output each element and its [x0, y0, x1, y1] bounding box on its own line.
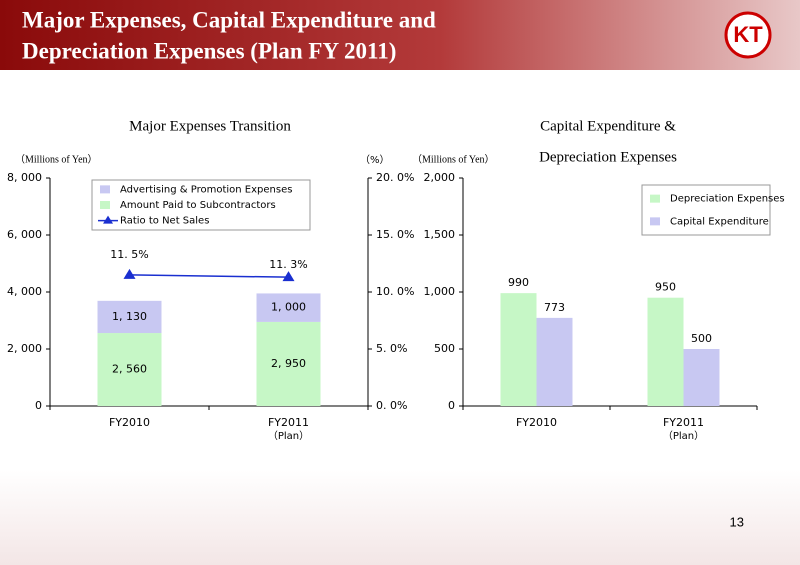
y2-tick-label: 0. 0%	[376, 399, 407, 412]
y2-tick-label: 10. 0%	[376, 285, 414, 298]
legend-box	[641, 184, 771, 236]
legend-swatch	[650, 217, 660, 226]
chart-title: Major Expenses Transition	[129, 118, 291, 134]
chart-title: Capital Expenditure &	[540, 118, 676, 134]
header-band	[0, 0, 800, 70]
bar-segment	[256, 293, 321, 322]
bar-segment	[256, 321, 321, 406]
y-tick-label: 0	[448, 399, 455, 412]
line-series	[129, 274, 289, 278]
value-label: 2, 950	[271, 357, 306, 370]
value-label: 2, 560	[112, 363, 147, 376]
line-marker	[282, 271, 295, 282]
page-number: 13	[730, 514, 744, 529]
legend-swatch	[100, 185, 110, 194]
y-tick-label: 2, 000	[7, 342, 42, 355]
x-tick-label: FY2010	[109, 416, 150, 429]
y2-axis-label: （%）	[360, 154, 390, 166]
value-label: 1, 130	[112, 310, 147, 323]
bar-segment	[97, 333, 162, 406]
legend-marker	[103, 215, 113, 224]
legend-label: Depreciation Expenses	[670, 194, 785, 205]
bar	[500, 293, 537, 406]
x-tick-label: FY2010	[516, 416, 557, 429]
x-tick-label: FY2011	[663, 416, 704, 429]
value-label: 950	[655, 281, 676, 294]
header-title: Major Expenses, Capital Expenditure and	[22, 7, 436, 32]
y-tick-label: 4, 000	[7, 285, 42, 298]
y-tick-label: 8, 000	[7, 171, 42, 184]
x-tick-note: （Plan）	[663, 430, 704, 442]
y2-tick-label: 15. 0%	[376, 228, 414, 241]
x-tick-note: （Plan）	[268, 430, 309, 442]
header-title: Depreciation Expenses (Plan FY 2011)	[22, 38, 396, 63]
y-tick-label: 0	[35, 399, 42, 412]
line-marker	[123, 268, 136, 279]
value-label: 773	[544, 301, 565, 314]
y2-tick-label: 20. 0%	[376, 171, 414, 184]
bar	[647, 297, 684, 406]
legend-swatch	[650, 194, 660, 203]
y-tick-label: 6, 000	[7, 228, 42, 241]
x-tick-label: FY2011	[268, 416, 309, 429]
y-tick-label: 1,500	[424, 228, 456, 241]
footer-band	[0, 470, 800, 565]
value-label: 990	[508, 276, 529, 289]
bar	[536, 317, 573, 406]
legend-label: Advertising & Promotion Expenses	[120, 184, 292, 195]
y-tick-label: 500	[434, 342, 455, 355]
legend-label: Ratio to Net Sales	[120, 216, 209, 227]
bar	[683, 349, 720, 406]
legend-label: Capital Expenditure	[670, 216, 769, 227]
bar-segment	[97, 300, 162, 334]
logo-ring	[724, 11, 772, 59]
logo: KT	[733, 22, 763, 47]
y-tick-label: 1,000	[424, 285, 456, 298]
value-label: 1, 000	[271, 301, 306, 314]
legend-swatch	[100, 201, 110, 209]
value-label: 11. 3%	[269, 258, 307, 271]
chart-title: Depreciation Expenses	[539, 149, 677, 165]
legend-label: Amount Paid to Subcontractors	[120, 200, 276, 211]
legend-box	[91, 179, 311, 231]
y2-tick-label: 5. 0%	[376, 342, 407, 355]
value-label: 500	[691, 332, 712, 345]
value-label: 11. 5%	[110, 248, 148, 261]
y-axis-label: （Millions of Yen）	[412, 153, 495, 165]
y-tick-label: 2,000	[424, 171, 456, 184]
y-axis-label: （Millions of Yen）	[15, 153, 98, 165]
